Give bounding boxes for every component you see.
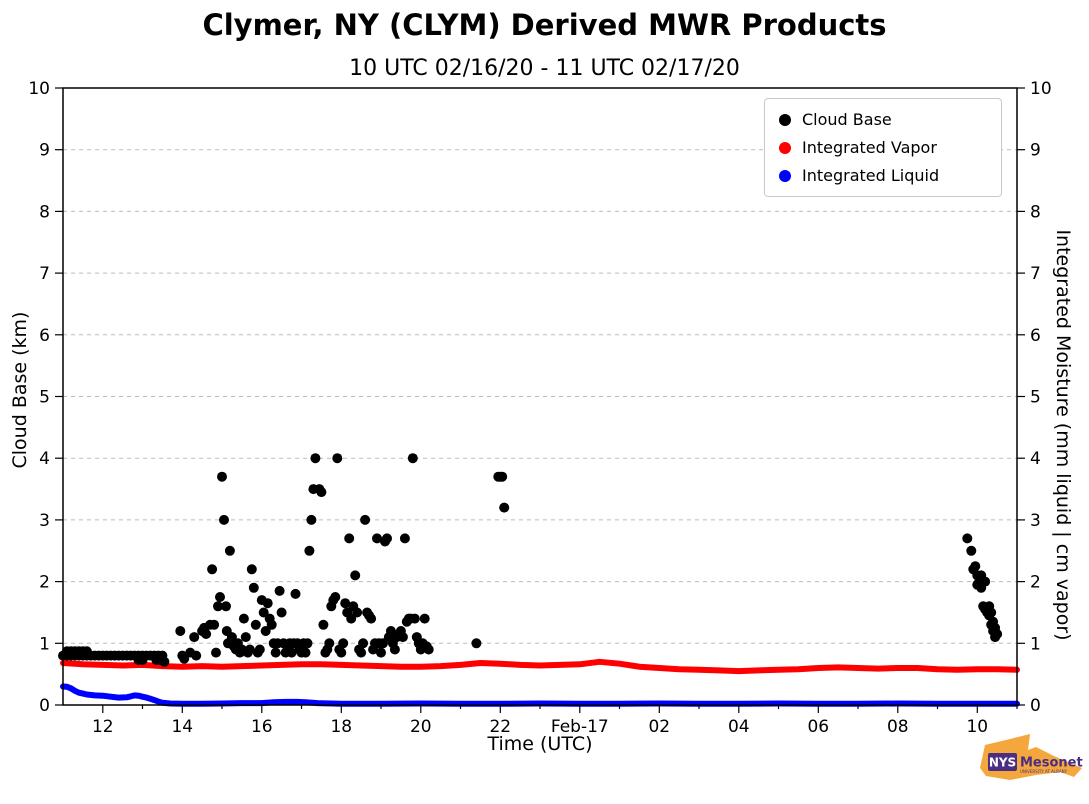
logo-abbr: NYS [989, 756, 1016, 770]
x-tick-label: 02 [648, 717, 670, 737]
x-tick-label: 12 [92, 717, 114, 737]
y-tick-label-left: 5 [39, 388, 50, 408]
legend-item-cloud-base: Cloud Base [779, 110, 987, 129]
y-tick-label-right: 7 [1030, 264, 1041, 284]
y-tick-label-right: 3 [1030, 511, 1041, 531]
y-tick-label-left: 10 [28, 79, 50, 99]
y-tick-label-right: 10 [1030, 79, 1052, 99]
legend-item-integrated-vapor: Integrated Vapor [779, 138, 987, 157]
integrated-liquid-marker-icon [779, 169, 791, 182]
gridlines [63, 149, 1017, 644]
tick-labels: 12 14 16 18 20 22 Feb-17 02 04 06 08 100 01 12 23 34 45 5… [28, 79, 1051, 737]
y-tick-label-right: 9 [1030, 141, 1041, 161]
x-tick-label: 06 [807, 717, 829, 737]
x-tick-label: 22 [489, 717, 511, 737]
x-tick-label: 14 [171, 717, 193, 737]
logo-abbr-box [988, 753, 1017, 771]
x-tick-label: 18 [330, 717, 352, 737]
legend-item-integrated-liquid: Integrated Liquid [779, 166, 987, 185]
y-tick-label-left: 3 [39, 511, 50, 531]
x-tick-label: 20 [410, 717, 432, 737]
y-tick-label-left: 0 [39, 696, 50, 716]
y-tick-label-right: 1 [1030, 634, 1041, 654]
integrated-vapor-series [60, 658, 1020, 675]
x-axis-label: Time (UTC) [487, 733, 593, 755]
chart-title: Clymer, NY (CLYM) Derived MWR Products [202, 8, 887, 42]
x-tick-label: 08 [887, 717, 909, 737]
axis-ticks [55, 87, 1025, 713]
logo-name: Mesonet [1020, 756, 1083, 771]
y-tick-label-right: 0 [1030, 696, 1041, 716]
y-tick-label-left: 2 [39, 573, 50, 593]
y-tick-label-right: 6 [1030, 326, 1041, 346]
nys-mesonet-logo: NYS Mesonet UNIVERSITY AT ALBANY [976, 730, 1086, 790]
y-tick-label-left: 8 [39, 202, 50, 222]
integrated-liquid-series [60, 683, 1020, 707]
y-axis-label-right: Integrated Moisture (mm liquid | cm vapo… [1052, 229, 1074, 641]
y-tick-label-right: 2 [1030, 573, 1041, 593]
legend-label-integrated-liquid: Integrated Liquid [802, 166, 940, 185]
y-tick-label-right: 4 [1030, 449, 1041, 469]
legend: Cloud Base Integrated Vapor Integrated L… [764, 98, 1002, 197]
cloud-base-marker-icon [779, 113, 791, 126]
y-tick-label-left: 1 [39, 634, 50, 654]
legend-label-cloud-base: Cloud Base [802, 110, 892, 129]
x-tick-label: 16 [251, 717, 273, 737]
y-tick-label-right: 5 [1030, 388, 1041, 408]
cloud-base-series [58, 453, 1003, 667]
integrated-vapor-marker-icon [779, 141, 791, 154]
chart-subtitle: 10 UTC 02/16/20 - 11 UTC 02/17/20 [349, 56, 740, 81]
x-tick-label: Feb-17 [551, 717, 609, 737]
y-tick-label-left: 7 [39, 264, 50, 284]
y-tick-label-right: 8 [1030, 202, 1041, 222]
x-tick-label: 10 [966, 717, 988, 737]
logo-tagline: UNIVERSITY AT ALBANY [1020, 769, 1068, 774]
x-tick-label: 04 [728, 717, 750, 737]
legend-label-integrated-vapor: Integrated Vapor [802, 138, 937, 157]
y-axis-label-left: Cloud Base (km) [9, 311, 31, 469]
y-tick-label-left: 9 [39, 141, 50, 161]
y-tick-label-left: 4 [39, 449, 50, 469]
y-tick-label-left: 6 [39, 326, 50, 346]
